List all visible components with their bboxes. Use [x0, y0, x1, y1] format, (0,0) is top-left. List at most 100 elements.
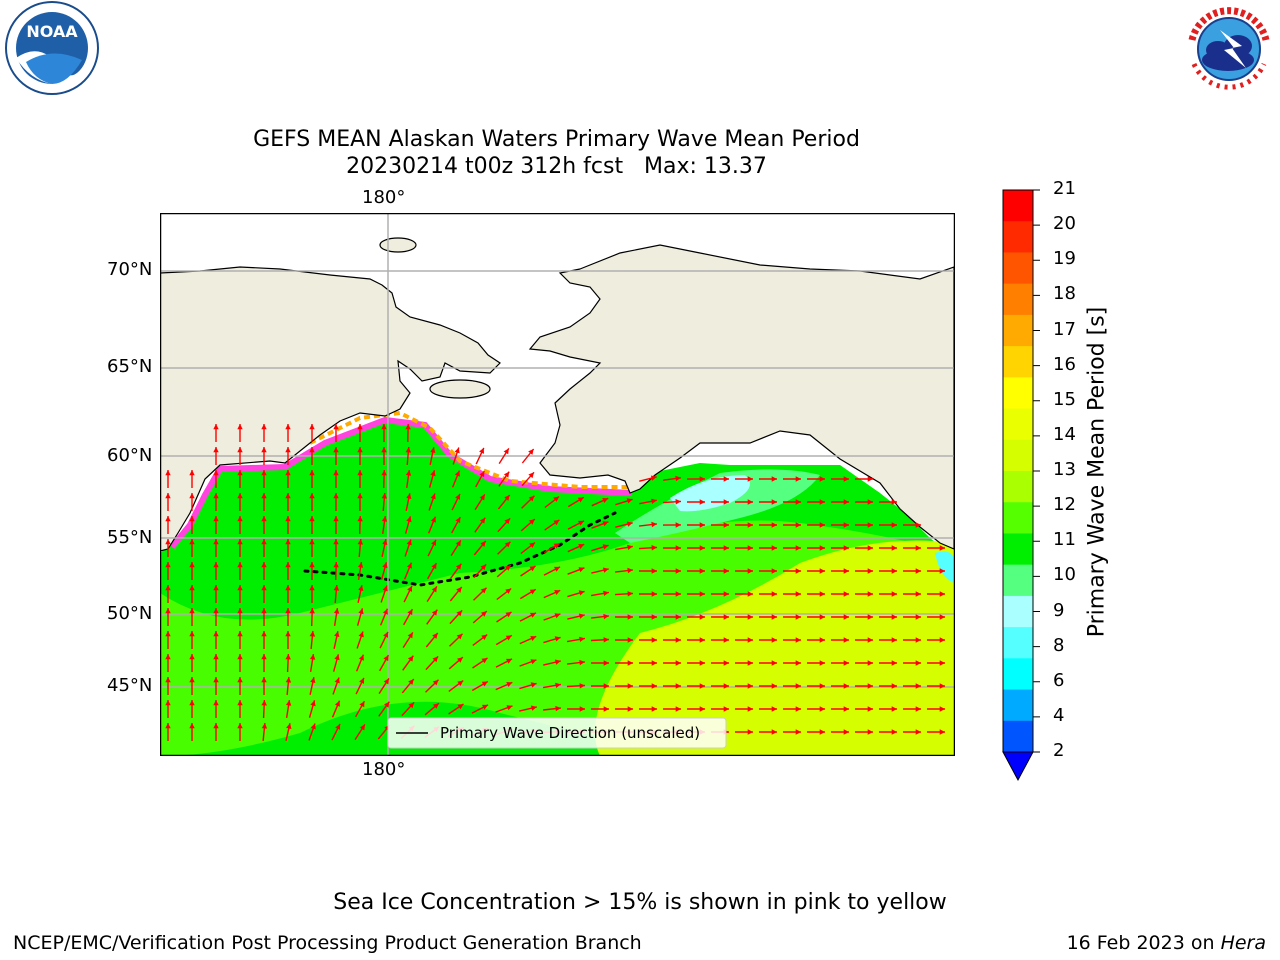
wave-arrow-head [358, 585, 364, 591]
wave-arrow-head [651, 683, 657, 689]
wave-arrow-head [408, 702, 415, 709]
wave-arrow-head [579, 659, 585, 666]
wave-arrow-head [285, 608, 291, 614]
wave-arrow-head [627, 637, 633, 643]
wave-arrow-head [357, 447, 363, 453]
colorbar-bin [1003, 314, 1033, 347]
wave-arrow-head [431, 539, 436, 546]
wave-arrow-head [603, 590, 609, 596]
wave-arrow-head [285, 631, 291, 637]
wave-arrow-head [261, 539, 267, 545]
wave-arrow-head [891, 614, 897, 620]
wave-arrow-head [867, 522, 873, 528]
wave-arrow-head [481, 681, 488, 687]
wave-arrow-head [189, 539, 195, 545]
wave-arrow-head [939, 591, 945, 597]
colorbar-tick-label: 12 [1053, 494, 1076, 516]
colorbar-tick-label: 19 [1053, 248, 1076, 270]
wave-arrow-head [699, 476, 705, 482]
wave-arrow-head [530, 659, 537, 665]
wave-arrow-head [359, 677, 364, 684]
wave-arrow-head [456, 633, 463, 640]
wave-arrow-head [165, 470, 171, 476]
wave-arrow-head [504, 541, 511, 548]
colorbar-tick-label: 11 [1053, 529, 1076, 551]
wave-arrow-head [771, 660, 777, 666]
wave-arrow-head [603, 637, 609, 643]
noaa-logo-text: NOAA [26, 22, 78, 41]
wave-arrow-head [213, 654, 219, 660]
wave-arrow-head [771, 729, 777, 735]
wave-arrow-head [554, 636, 561, 642]
wave-direction-arrows [165, 423, 945, 742]
colorbar-bin [1003, 346, 1033, 378]
colorbar-bin [1003, 502, 1033, 534]
wave-arrow-head [261, 493, 267, 499]
wave-arrow-head [699, 614, 705, 620]
wave-arrow-head [358, 631, 364, 638]
noaa-logo: NOAA [5, 1, 99, 95]
wave-arrow-head [747, 568, 753, 574]
wave-arrow-head [213, 562, 219, 568]
wave-arrow-head [579, 683, 585, 689]
wave-arrow-head [723, 706, 729, 712]
wave-arrow-head [915, 545, 921, 551]
wave-arrow-head [189, 700, 195, 706]
wave-arrow-head [482, 704, 488, 710]
sea-ice-edge [169, 416, 633, 549]
land-siberia [160, 266, 501, 552]
wave-arrow-head [213, 723, 219, 729]
wave-arrow-head [333, 608, 340, 614]
wave-arrow-head [553, 496, 560, 502]
wave-arrow-head [867, 660, 873, 666]
wave-arrow-head [333, 447, 339, 453]
wave-arrow-head [189, 631, 195, 637]
wave-arrow-head [357, 470, 363, 476]
wave-arrow-head [310, 677, 316, 683]
wave-arrow-head [481, 634, 488, 640]
wave-arrow-head [867, 683, 873, 689]
wave-arrow-head [723, 545, 729, 551]
wave-arrow-head [165, 677, 171, 683]
wave-arrow-head [213, 585, 219, 591]
footer-date: 16 Feb 2023 on Hera [1067, 932, 1266, 954]
wave-arrow-head [771, 545, 777, 551]
wave-arrow-head [795, 545, 801, 551]
wave-arrow-head [651, 614, 657, 620]
colorbar-tick-label: 14 [1053, 423, 1076, 445]
wave-arrow-head [457, 657, 463, 663]
wave-arrow-head [747, 591, 753, 597]
wave-arrow-head [747, 706, 753, 712]
wave-arrow-head [382, 539, 388, 545]
wave-arrow-head [747, 660, 753, 666]
wave-arrow-head [555, 682, 561, 688]
colorbar-tick-label: 9 [1053, 599, 1065, 621]
wave-arrow-head [603, 683, 609, 689]
wave-arrow-head [723, 499, 729, 505]
wave-arrow-head [675, 475, 681, 482]
wave-arrow-head [383, 655, 389, 662]
lat-label-65: 65°N [107, 356, 153, 377]
colorbar-bin [1003, 377, 1033, 410]
wave-arrow-head [213, 631, 219, 637]
wave-arrow-head [867, 614, 873, 620]
wave-arrow-head [165, 562, 171, 568]
wave-arrow-head [455, 517, 461, 524]
wave-arrow-head [333, 493, 339, 499]
wave-arrow-head [579, 706, 585, 712]
wave-arrow-head [795, 683, 801, 689]
wave-arrow-head [627, 706, 633, 712]
wave-arrow-head [406, 493, 412, 499]
wave-arrow-head [285, 585, 291, 591]
wave-arrow-head [891, 568, 897, 574]
wave-arrow-head [939, 614, 945, 620]
wave-arrow-head [699, 568, 705, 574]
wave-arrow-head [285, 562, 291, 568]
colorbar-tick-label: 15 [1053, 388, 1076, 410]
wave-arrow-head [237, 608, 243, 614]
colorbar-bin [1003, 471, 1033, 503]
wave-arrow-head [261, 516, 267, 522]
wave-arrow-head [407, 655, 414, 662]
wave-arrow-head [213, 493, 219, 499]
lat-label-70: 70°N [107, 259, 153, 280]
